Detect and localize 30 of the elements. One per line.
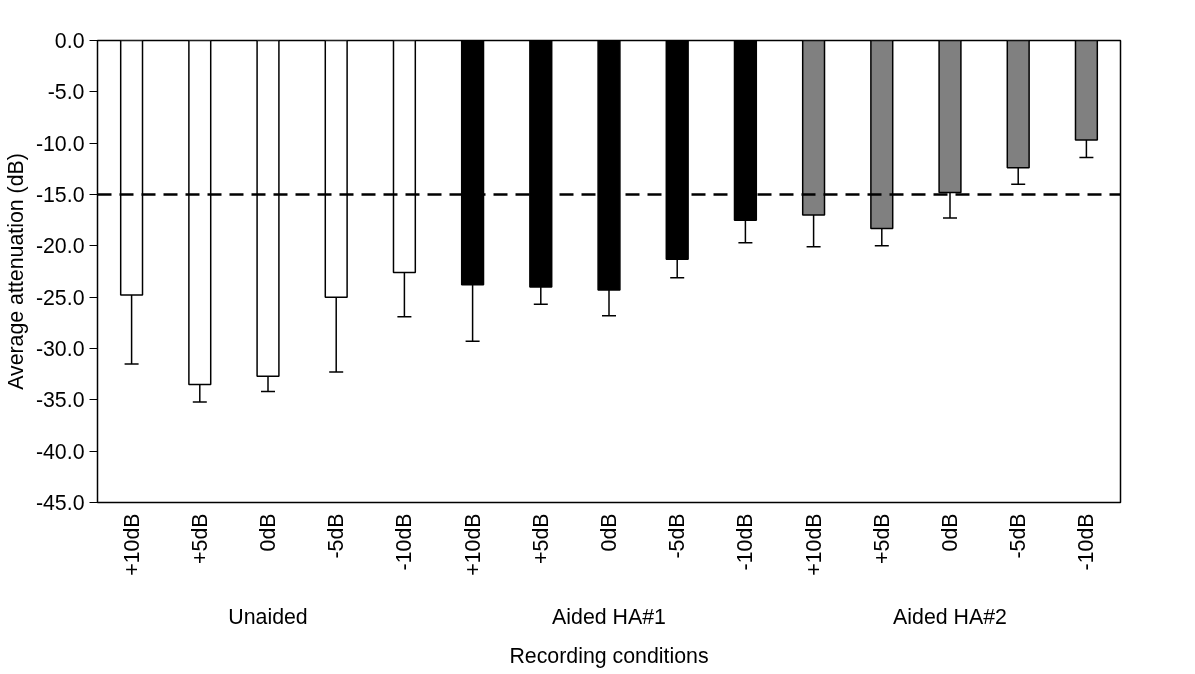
x-tick-label: +10dB: [460, 513, 485, 576]
x-axis-title: Recording conditions: [509, 643, 709, 668]
y-tick-label: -35.0: [35, 388, 85, 413]
y-tick-label: -5.0: [47, 80, 85, 105]
text: Aided HA#2: [893, 604, 1007, 629]
x-tick-label: +10dB: [801, 513, 826, 576]
x-tick-label: +5dB: [187, 513, 212, 564]
y-tick-label: -10.0: [35, 131, 85, 156]
x-tick-label: -10dB: [392, 513, 417, 571]
text: Aided HA#1: [552, 604, 666, 629]
x-tick-label: 0dB: [256, 513, 280, 552]
x-tick-label: 0dB: [597, 513, 621, 552]
y-tick-label: -40.0: [35, 439, 85, 464]
y-tick-label: -45.0: [35, 491, 85, 515]
y-tick-label: -25.0: [35, 285, 85, 310]
x-tick-label: 0dB: [938, 513, 962, 552]
x-tick-label: +5dB: [528, 513, 553, 564]
x-tick-label: +10dB: [119, 513, 144, 576]
x-tick-label: -5dB: [324, 513, 349, 559]
y-tick-label: -30.0: [35, 337, 85, 361]
x-tick-label: +5dB: [869, 513, 894, 564]
x-tick-label: -5dB: [665, 513, 690, 559]
y-axis-title: Average attenuation (dB): [3, 153, 28, 390]
y-tick-label: -15.0: [35, 183, 85, 207]
y-tick-label: 0.0: [54, 29, 85, 53]
x-tick-label: -10dB: [733, 513, 758, 571]
text: Unaided: [228, 604, 308, 629]
x-tick-label: -5dB: [1006, 513, 1031, 559]
x-tick-label: -10dB: [1074, 513, 1099, 571]
y-tick-label: -20.0: [35, 234, 85, 259]
